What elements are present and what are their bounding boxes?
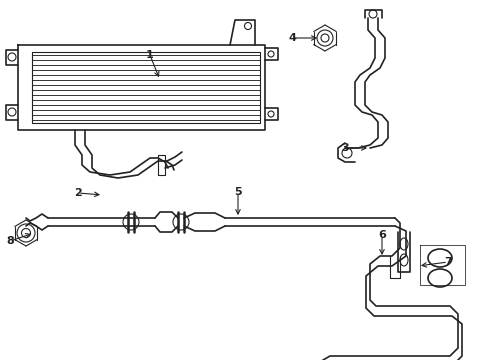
Text: 6: 6 xyxy=(377,230,385,240)
Text: 3: 3 xyxy=(341,143,348,153)
Text: 7: 7 xyxy=(443,257,451,267)
Text: 4: 4 xyxy=(287,33,295,43)
Text: 1: 1 xyxy=(146,50,154,60)
Text: 5: 5 xyxy=(234,187,242,197)
Text: 8: 8 xyxy=(6,236,14,246)
Text: 2: 2 xyxy=(74,188,81,198)
